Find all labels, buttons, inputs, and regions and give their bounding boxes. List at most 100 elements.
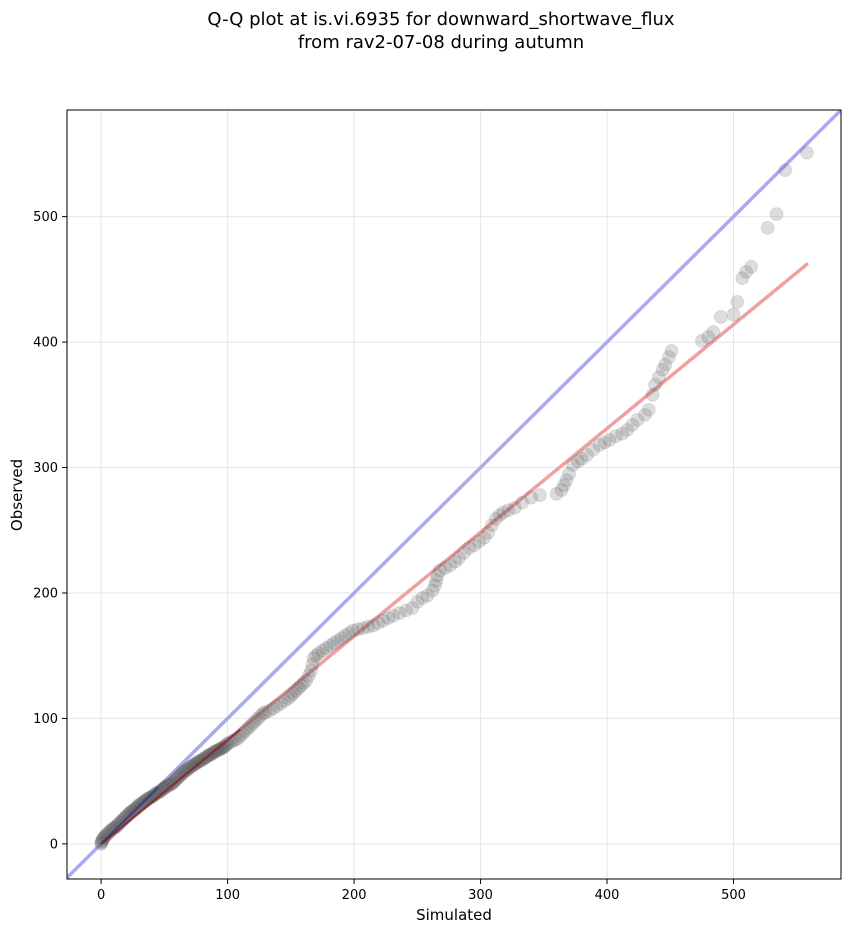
data-point-121 <box>269 698 284 713</box>
chart-title-line-2: from rav2-07-08 during autumn <box>298 32 584 53</box>
data-point-177 <box>488 511 503 526</box>
data-point-164 <box>430 568 445 583</box>
data-point-204 <box>641 402 656 417</box>
data-point-118 <box>258 705 273 720</box>
data-point-194 <box>586 442 601 457</box>
data-point-98 <box>214 741 229 756</box>
data-point-55 <box>159 779 174 794</box>
data-point-165 <box>433 563 448 578</box>
data-point-192 <box>574 451 589 466</box>
data-point-186 <box>554 483 569 498</box>
data-point-203 <box>637 407 652 422</box>
x-tick-label-100: 100 <box>215 888 240 903</box>
data-point-197 <box>602 432 617 447</box>
data-point-94 <box>209 744 224 759</box>
data-point-114 <box>248 713 263 728</box>
x-tick-label-400: 400 <box>595 888 620 903</box>
data-point-173 <box>472 534 487 549</box>
data-point-112 <box>243 718 258 733</box>
y-tick-label-500: 500 <box>33 210 58 225</box>
data-point-130 <box>296 676 311 691</box>
data-point-154 <box>386 608 401 623</box>
data-point-167 <box>443 558 458 573</box>
data-point-190 <box>565 458 580 473</box>
data-point-95 <box>210 743 225 758</box>
data-point-206 <box>648 377 663 392</box>
data-point-200 <box>620 422 635 437</box>
identity-line <box>67 110 841 879</box>
data-point-139 <box>319 641 334 656</box>
data-point-211 <box>664 343 679 358</box>
data-point-66 <box>173 767 188 782</box>
data-point-67 <box>175 766 190 781</box>
y-tick-label-400: 400 <box>33 336 58 351</box>
data-point-136 <box>309 648 324 663</box>
data-point-32 <box>130 799 145 814</box>
y-tick-label-200: 200 <box>33 586 58 601</box>
data-point-169 <box>452 550 467 565</box>
y-tick-label-100: 100 <box>33 712 58 727</box>
data-point-76 <box>186 757 201 772</box>
x-tick-label-200: 200 <box>342 888 367 903</box>
data-point-119 <box>262 703 277 718</box>
data-point-123 <box>277 693 292 708</box>
data-point-71 <box>180 762 195 777</box>
data-point-81 <box>192 754 207 769</box>
data-point-159 <box>415 590 430 605</box>
data-point-212 <box>694 333 709 348</box>
data-point-187 <box>557 478 572 493</box>
data-point-208 <box>655 362 670 377</box>
data-point-191 <box>570 454 585 469</box>
data-point-70 <box>178 763 193 778</box>
data-point-155 <box>392 606 407 621</box>
data-point-97 <box>213 742 228 757</box>
data-point-113 <box>245 716 260 731</box>
data-point-219 <box>739 264 754 279</box>
data-point-223 <box>778 163 793 178</box>
data-point-161 <box>425 583 440 598</box>
data-point-61 <box>167 774 182 789</box>
fit-line-dense-segment <box>100 729 241 845</box>
data-point-69 <box>177 764 192 779</box>
data-point-224 <box>799 145 814 160</box>
data-point-131 <box>299 673 314 688</box>
data-point-58 <box>163 777 178 792</box>
y-tick-label-0: 0 <box>50 837 58 852</box>
data-point-27 <box>124 804 139 819</box>
data-point-78 <box>189 756 203 771</box>
data-point-183 <box>524 490 539 505</box>
data-point-124 <box>281 691 296 706</box>
identity-line-dense-segment <box>100 786 159 845</box>
data-point-153 <box>381 611 396 626</box>
data-point-99 <box>215 740 230 755</box>
x-tick-label-500: 500 <box>721 888 746 903</box>
data-point-56 <box>161 778 176 793</box>
data-point-62 <box>168 772 183 787</box>
data-point-101 <box>218 739 233 754</box>
data-point-179 <box>496 505 511 520</box>
data-point-172 <box>467 538 482 553</box>
data-point-122 <box>273 696 288 711</box>
data-point-59 <box>164 776 179 791</box>
data-point-188 <box>559 473 574 488</box>
data-point-213 <box>701 330 716 345</box>
data-point-222 <box>769 207 784 222</box>
data-point-201 <box>625 417 640 432</box>
data-point-185 <box>549 486 564 501</box>
data-point-33 <box>132 797 147 812</box>
data-point-189 <box>562 466 577 481</box>
data-point-75 <box>185 759 200 774</box>
data-point-140 <box>323 638 338 653</box>
data-point-199 <box>615 426 630 441</box>
data-point-125 <box>283 688 298 703</box>
data-point-163 <box>429 573 444 588</box>
data-point-116 <box>253 708 268 723</box>
data-point-170 <box>457 545 472 560</box>
data-point-171 <box>462 540 477 555</box>
data-point-146 <box>345 623 360 638</box>
y-tick-label-300: 300 <box>33 461 58 476</box>
data-point-176 <box>484 518 499 533</box>
data-point-216 <box>726 307 741 322</box>
data-point-134 <box>305 657 320 672</box>
